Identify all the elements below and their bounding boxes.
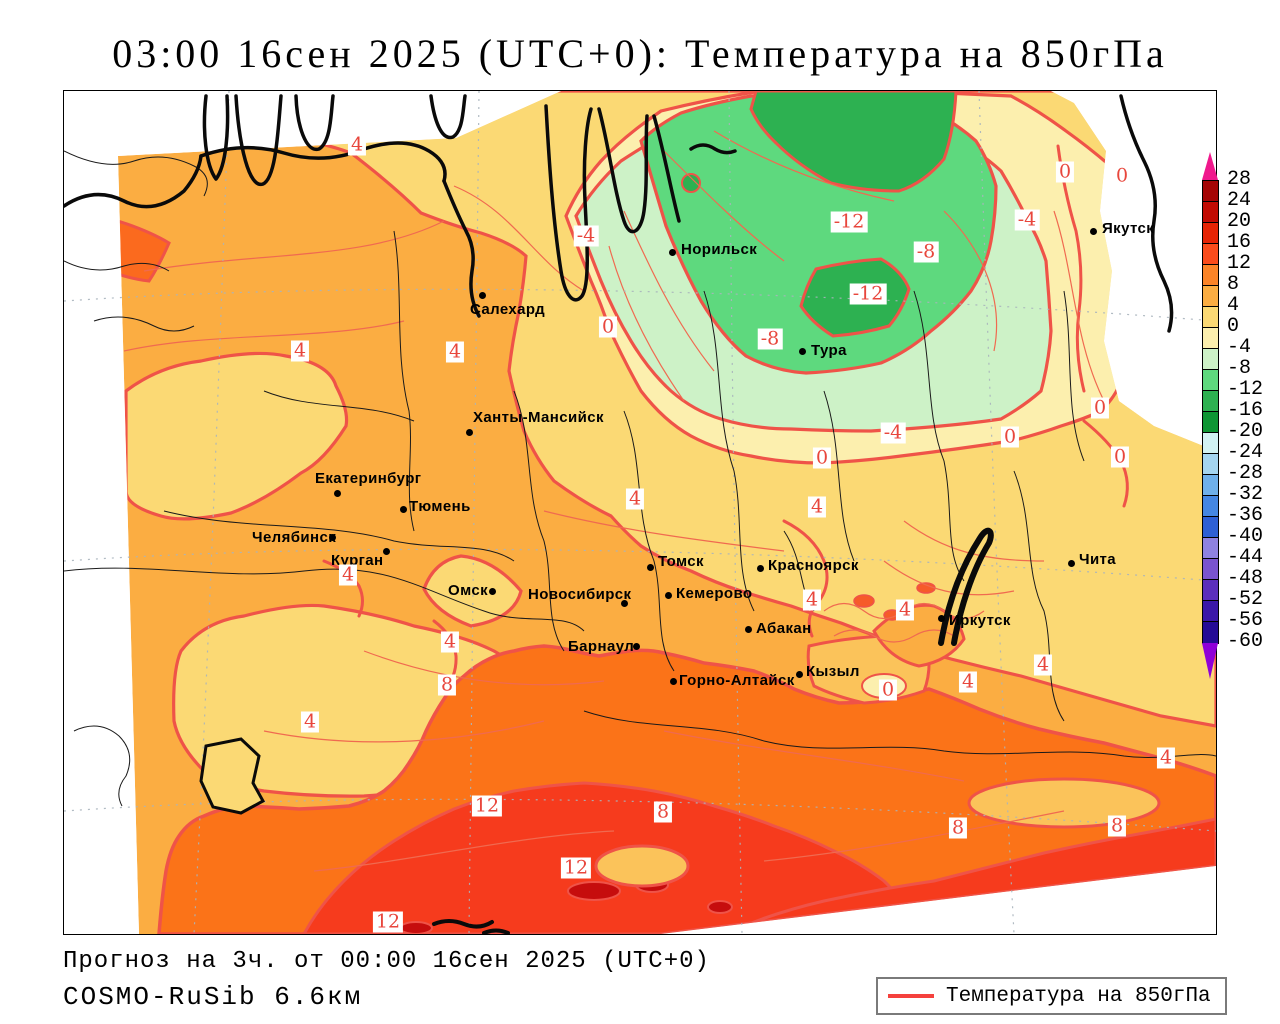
fill-pocket-se xyxy=(967,777,1161,829)
colorbar-band xyxy=(1202,285,1219,308)
colorbar-band xyxy=(1202,474,1219,497)
colorbar-tick-label: -32 xyxy=(1227,483,1264,506)
fill-0-4-west xyxy=(124,351,349,521)
minor-contours xyxy=(123,130,1105,872)
colorbar-tick-label: -44 xyxy=(1227,546,1264,569)
colorbar-band xyxy=(1202,495,1219,518)
lakes-south xyxy=(432,919,510,934)
colorbar-band xyxy=(1202,180,1219,203)
lake-baikal xyxy=(938,527,994,646)
colorbar-band xyxy=(1202,579,1219,602)
colorbar-arrow-top xyxy=(1202,152,1218,180)
colorbar-band xyxy=(1202,600,1219,623)
fill-12-16-edge xyxy=(660,817,1216,934)
colorbar-tick-label: -40 xyxy=(1227,525,1264,548)
colorbar-tick-label: -48 xyxy=(1227,567,1264,590)
map-frame xyxy=(63,90,1217,935)
colorbar-band xyxy=(1202,201,1219,224)
colorbar-tick-label: 24 xyxy=(1227,189,1252,212)
colorbar-band xyxy=(1202,411,1219,434)
colorbar-band xyxy=(1202,432,1219,455)
lake-southwest xyxy=(199,737,266,815)
colorbar: 28 24 20 16 12 8 4 0 -4 -8 -12 -16 -20 -24 -28 -32 -36 -4… xyxy=(1202,152,1280,700)
colorbar-band xyxy=(1202,537,1219,560)
map-art xyxy=(64,91,1216,934)
fill-m16-m12-north xyxy=(749,91,958,193)
colorbar-band xyxy=(1202,369,1219,392)
legend-label: Температура на 850гПа xyxy=(946,984,1211,1008)
colorbar-band xyxy=(1202,516,1219,539)
colorbar-band xyxy=(1202,327,1219,350)
colorbar-band xyxy=(1202,222,1219,245)
colorbar-tick-label: 0 xyxy=(1227,315,1240,338)
colorbar-band xyxy=(1202,243,1219,266)
legend-box: Температура на 850гПа xyxy=(876,977,1227,1015)
colorbar-tick-label: -60 xyxy=(1227,630,1264,653)
colorbar-tick-label: 16 xyxy=(1227,231,1252,254)
graticule xyxy=(64,91,1216,934)
colorbar-tick-label: -20 xyxy=(1227,420,1264,443)
colorbar-band xyxy=(1202,264,1219,287)
fill-cold-pocket-sayan xyxy=(861,673,907,699)
colorbar-tick-label: 28 xyxy=(1227,168,1252,191)
colorbar-band xyxy=(1202,558,1219,581)
colorbar-tick-label: -12 xyxy=(1227,378,1264,401)
colorbar-tick-label: -36 xyxy=(1227,504,1264,527)
page-title: 03:00 16сен 2025 (UTC+0): Температура на… xyxy=(112,31,1168,76)
colorbar-tick-label: 12 xyxy=(1227,252,1252,275)
colorbar-tick-label: -24 xyxy=(1227,441,1264,464)
colorbar-tick-label: -52 xyxy=(1227,588,1264,611)
legend-line-sample xyxy=(888,994,934,998)
colorbar-tick-label: -4 xyxy=(1227,336,1252,359)
colorbar-band xyxy=(1202,621,1219,644)
fill-m16-m12-small xyxy=(681,173,701,193)
colorbar-tick-label: 20 xyxy=(1227,210,1252,233)
colorbar-band xyxy=(1202,390,1219,413)
footer-forecast-line: Прогноз на 3ч. от 00:00 16сен 2025 (UTC+… xyxy=(63,948,710,975)
colorbar-tick-label: 8 xyxy=(1227,273,1240,296)
colorbar-band xyxy=(1202,348,1219,371)
colorbar-tick-label: -56 xyxy=(1227,609,1264,632)
colorbar-band xyxy=(1202,306,1219,329)
colorbar-band xyxy=(1202,453,1219,476)
colorbar-tick-label: -28 xyxy=(1227,462,1264,485)
colorbar-tick-label: -8 xyxy=(1227,357,1252,380)
fill-pocket-south xyxy=(594,844,690,888)
footer-model-line: COSMO-RuSib 6.6км xyxy=(63,982,363,1012)
colorbar-tick-label: -16 xyxy=(1227,399,1264,422)
fill-0-4-omsk xyxy=(422,554,523,628)
colorbar-tick-label: 4 xyxy=(1227,294,1240,317)
colorbar-arrow-bottom xyxy=(1202,643,1218,679)
